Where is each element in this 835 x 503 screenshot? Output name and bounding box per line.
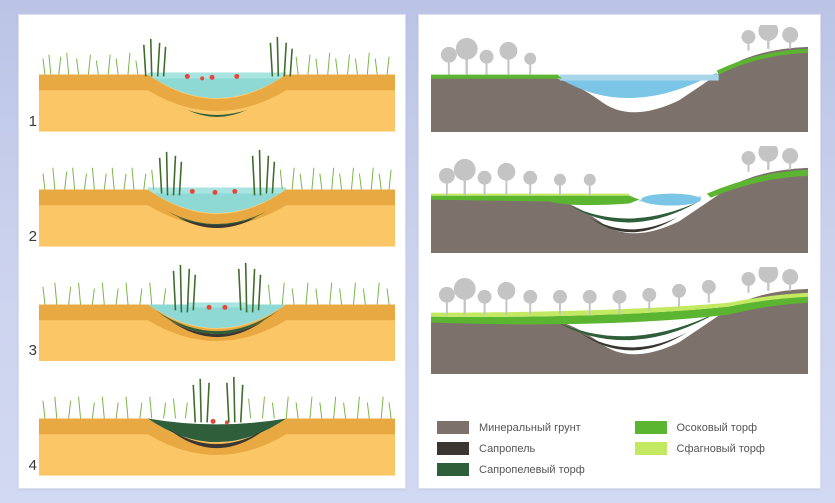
legend-item-sedge: Осоковый торф bbox=[635, 421, 803, 434]
stage-1-svg bbox=[39, 25, 395, 132]
stage-3-svg bbox=[39, 255, 395, 362]
legend-item-sphagnum: Сфагновый торф bbox=[635, 442, 803, 455]
legend-label: Сфагновый торф bbox=[677, 443, 765, 455]
legend-item-mineral: Минеральный грунт bbox=[437, 421, 605, 434]
right-panel: Минеральный грунт Осоковый торф Сапропел… bbox=[418, 14, 821, 489]
right-stages bbox=[431, 25, 808, 411]
page-root: 1 bbox=[0, 0, 835, 503]
left-panel: 1 bbox=[18, 14, 406, 489]
swatch-sedge bbox=[635, 421, 667, 434]
swatch-sapropel-peat bbox=[437, 463, 469, 476]
stage-number: 2 bbox=[23, 228, 37, 247]
legend: Минеральный грунт Осоковый торф Сапропел… bbox=[431, 411, 808, 480]
legend-item-sapropel: Сапропель bbox=[437, 442, 605, 455]
swatch-sapropel bbox=[437, 442, 469, 455]
stage-4-svg bbox=[39, 369, 395, 476]
stage-row: 4 bbox=[23, 369, 395, 476]
swatch-sphagnum bbox=[635, 442, 667, 455]
right-stage-2-svg bbox=[431, 146, 808, 253]
stage-number: 3 bbox=[23, 342, 37, 361]
stage-row: 3 bbox=[23, 255, 395, 362]
stage-2-svg bbox=[39, 140, 395, 247]
stage-number: 1 bbox=[23, 113, 37, 132]
right-stage-3-svg bbox=[431, 267, 808, 374]
legend-label: Минеральный грунт bbox=[479, 422, 581, 434]
stage-number: 4 bbox=[23, 457, 37, 476]
stage-row: 2 bbox=[23, 140, 395, 247]
stage-row: 1 bbox=[23, 25, 395, 132]
legend-label: Сапропель bbox=[479, 443, 535, 455]
right-stage-1-svg bbox=[431, 25, 808, 132]
swatch-mineral bbox=[437, 421, 469, 434]
legend-label: Осоковый торф bbox=[677, 422, 758, 434]
legend-label: Сапропелевый торф bbox=[479, 464, 585, 476]
legend-item-sapropel-peat: Сапропелевый торф bbox=[437, 463, 605, 476]
